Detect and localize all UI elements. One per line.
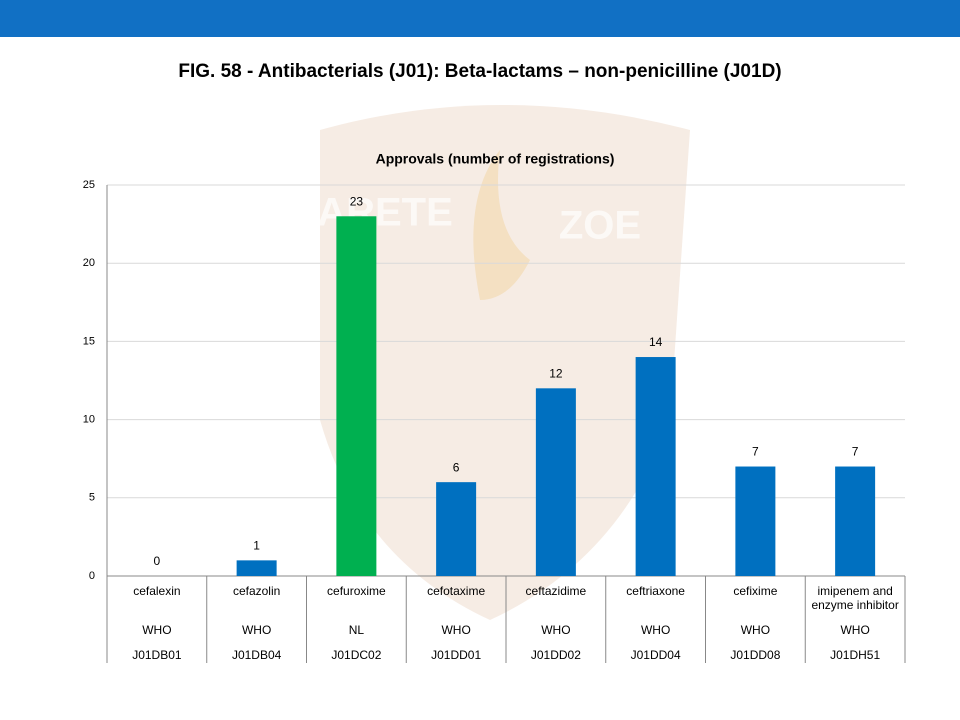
top-banner (0, 0, 960, 37)
data-label: 7 (752, 445, 759, 459)
category-name: ceftriaxone (626, 584, 685, 598)
category-code: J01DB01 (132, 648, 182, 662)
category-name: cefuroxime (327, 584, 386, 598)
data-label: 14 (649, 335, 663, 349)
bar (735, 466, 776, 576)
data-label: 1 (253, 539, 260, 553)
category-name: cefalexin (133, 584, 181, 598)
category-name: ceftazidime (525, 584, 587, 598)
category-source: WHO (441, 623, 471, 637)
data-label: 12 (549, 366, 563, 380)
y-tick-label: 10 (83, 414, 95, 426)
bar (535, 388, 576, 576)
bar (236, 560, 277, 576)
data-label: 0 (154, 554, 161, 568)
data-label: 6 (453, 460, 460, 474)
category-source: WHO (142, 623, 172, 637)
bar (635, 357, 676, 576)
watermark-shield (320, 105, 690, 620)
category-name: cefotaxime (427, 584, 486, 598)
category-source: WHO (640, 623, 671, 637)
chart-title: Approvals (number of registrations) (376, 151, 615, 167)
category-code: J01DD04 (630, 648, 681, 662)
category-source: WHO (740, 623, 771, 637)
category-source: NL (348, 623, 365, 637)
category-code: J01DD02 (530, 648, 581, 662)
category-code: J01DB04 (231, 648, 282, 662)
data-label: 23 (350, 194, 364, 208)
bar (336, 216, 377, 576)
data-label: 7 (852, 445, 859, 459)
category-source: WHO (241, 623, 272, 637)
category-source: WHO (541, 623, 571, 637)
watermark-text: ZOE (559, 204, 641, 248)
category-name: cefazolin (232, 584, 281, 598)
category-code: J01DH51 (830, 648, 881, 662)
slide-title: FIG. 58 - Antibacterials (J01): Beta-lac… (178, 61, 781, 82)
category-code: J01DD08 (730, 648, 781, 662)
category-name: cefixime (733, 584, 778, 598)
y-tick-label: 25 (83, 179, 95, 191)
y-tick-label: 15 (83, 335, 95, 347)
y-tick-label: 5 (89, 492, 95, 504)
category-code: J01DD01 (431, 648, 482, 662)
category-source: WHO (840, 623, 870, 637)
y-tick-label: 20 (83, 257, 95, 269)
category-name: imipenem and enzyme inhibitor (811, 584, 899, 612)
category-code: J01DC02 (331, 648, 382, 662)
y-tick-label: 0 (89, 570, 95, 582)
watermark-flame (473, 150, 530, 300)
bar (436, 482, 477, 576)
bar (835, 466, 876, 576)
